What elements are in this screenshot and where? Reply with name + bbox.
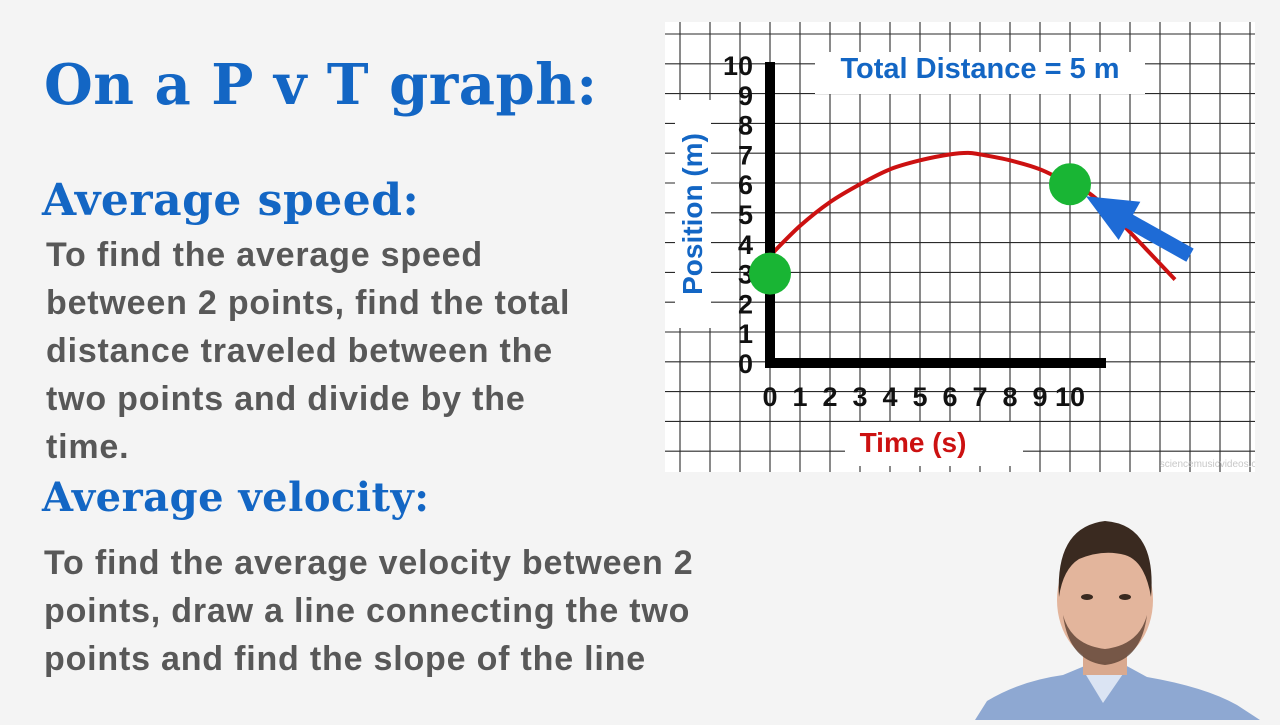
x-tick-label: 9 — [1032, 382, 1047, 412]
arrow-icon — [1086, 196, 1194, 262]
presenter-hair — [1058, 521, 1152, 597]
y-tick-label: 2 — [738, 289, 753, 319]
end-point — [1049, 163, 1091, 206]
average-velocity-text: To find the average velocity between 2 p… — [44, 544, 694, 678]
y-tick-label: 8 — [738, 111, 753, 141]
average-speed-heading: Average speed: — [42, 175, 420, 226]
total-distance-annotation: Total Distance = 5 m — [840, 53, 1119, 85]
x-tick-label: 8 — [1002, 382, 1017, 412]
x-tick-label: 4 — [882, 382, 897, 412]
x-tick-label: 5 — [912, 382, 927, 412]
presenter-shirt — [975, 665, 1260, 720]
presenter-right-eye — [1119, 594, 1131, 600]
slide-title: On a P v T graph: — [44, 52, 598, 118]
average-velocity-heading: Average velocity: — [42, 474, 430, 521]
presenter-image — [975, 505, 1280, 720]
x-tick-label: 1 — [792, 382, 807, 412]
axes — [765, 62, 1106, 368]
presenter-face — [1057, 538, 1153, 662]
x-tick-label: 6 — [942, 382, 957, 412]
average-speed-text: To find the average speed between 2 poin… — [46, 236, 571, 466]
x-axis-label: Time (s) — [860, 427, 967, 458]
arrow-shaft — [1120, 211, 1194, 262]
presenter-left-eye — [1081, 594, 1093, 600]
x-tick-label: 2 — [822, 382, 837, 412]
y-tick-label: 6 — [738, 170, 753, 200]
x-tick-label: 0 — [762, 382, 777, 412]
position-time-graph: Total Distance = 5 m Position (m) Time (… — [665, 22, 1270, 472]
y-tick-label: 5 — [738, 200, 753, 230]
presenter-beard — [1063, 615, 1147, 665]
y-tick-label: 4 — [738, 230, 753, 260]
x-tick-label: 7 — [972, 382, 987, 412]
y-tick-label: 7 — [738, 140, 753, 170]
y-tick-label: 0 — [738, 349, 753, 379]
presenter-webcam — [975, 505, 1280, 720]
data-points — [749, 163, 1091, 295]
arrow-head — [1086, 196, 1141, 241]
position-time-chart: Total Distance = 5 m Position (m) Time (… — [665, 22, 1270, 472]
y-tick-label: 9 — [738, 81, 753, 111]
watermark: sciencemusicvideos.com — [1160, 459, 1255, 470]
y-tick-label: 3 — [738, 260, 753, 290]
y-tick-label: 10 — [723, 51, 753, 81]
graph-background — [665, 22, 1255, 472]
ylabel-backdrop — [675, 100, 711, 328]
annotation-backdrop — [815, 52, 1145, 94]
y-tick-label: 1 — [738, 319, 753, 349]
x-tick-label: 10 — [1055, 382, 1085, 412]
presenter-collar — [1083, 670, 1125, 703]
xlabel-backdrop — [845, 422, 1023, 466]
x-tick-label: 3 — [852, 382, 867, 412]
start-point — [749, 252, 791, 295]
y-axis-label: Position (m) — [677, 133, 708, 295]
